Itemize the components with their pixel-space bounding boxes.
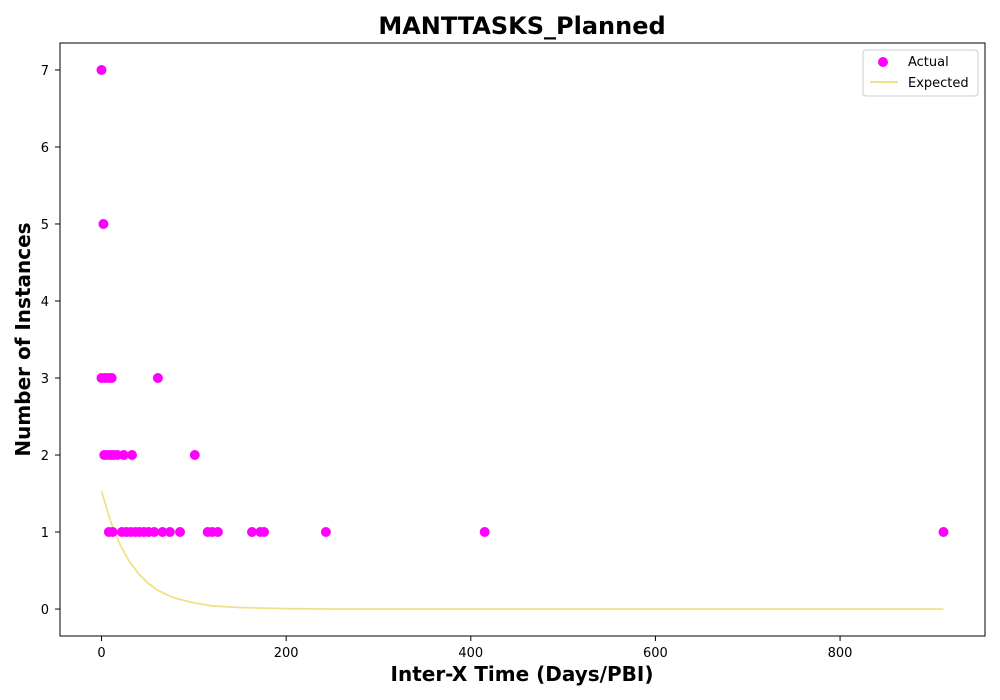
- legend-actual-marker: [878, 57, 888, 67]
- actual-point: [259, 527, 269, 537]
- actual-point: [149, 527, 160, 537]
- y-tick-label: 7: [41, 64, 49, 79]
- actual-point: [938, 527, 949, 537]
- chart-title: MANTTASKS_Planned: [378, 12, 665, 40]
- y-tick-label: 6: [41, 141, 49, 156]
- actual-point: [175, 527, 185, 537]
- legend-frame: [862, 49, 979, 97]
- x-axis-label: Inter-X Time (Days/PBI): [391, 662, 654, 686]
- x-tick-label: 200: [274, 646, 299, 661]
- actual-series: [96, 65, 949, 537]
- x-axis-ticks: 0 200 400 600 800: [97, 636, 852, 661]
- y-tick-label: 5: [41, 218, 49, 233]
- actual-point: [189, 450, 200, 460]
- expected-line: [100, 490, 944, 610]
- y-tick-label: 4: [41, 295, 49, 310]
- x-tick-label: 600: [643, 646, 668, 661]
- actual-point: [106, 373, 117, 383]
- x-tick-label: 800: [828, 646, 853, 661]
- legend-expected-label: Expected: [908, 76, 969, 91]
- actual-point: [320, 527, 331, 537]
- y-tick-label: 3: [41, 372, 49, 387]
- actual-point: [118, 450, 129, 460]
- actual-point: [164, 527, 175, 537]
- legend-actual-label: Actual: [908, 55, 949, 70]
- x-tick-label: 400: [458, 646, 483, 661]
- y-axis-label: Number of Instances: [11, 222, 35, 456]
- x-tick-label: 0: [97, 646, 105, 661]
- actual-point: [212, 527, 223, 537]
- plot-frame: [59, 42, 986, 637]
- actual-point: [98, 219, 109, 229]
- actual-point: [152, 373, 163, 383]
- actual-point: [157, 527, 168, 537]
- y-tick-label: 1: [41, 526, 49, 541]
- y-tick-label: 0: [41, 603, 49, 618]
- y-axis-ticks: 0 1 2 3 4 5 6 7: [41, 64, 60, 618]
- actual-point: [107, 527, 118, 537]
- actual-point: [96, 65, 107, 75]
- actual-point: [247, 527, 257, 537]
- actual-point: [479, 527, 490, 537]
- plot-area: [59, 42, 986, 637]
- y-tick-label: 2: [41, 449, 49, 464]
- expected-series: [100, 490, 944, 610]
- legend: Actual Expected: [862, 49, 979, 97]
- actual-point: [127, 450, 137, 460]
